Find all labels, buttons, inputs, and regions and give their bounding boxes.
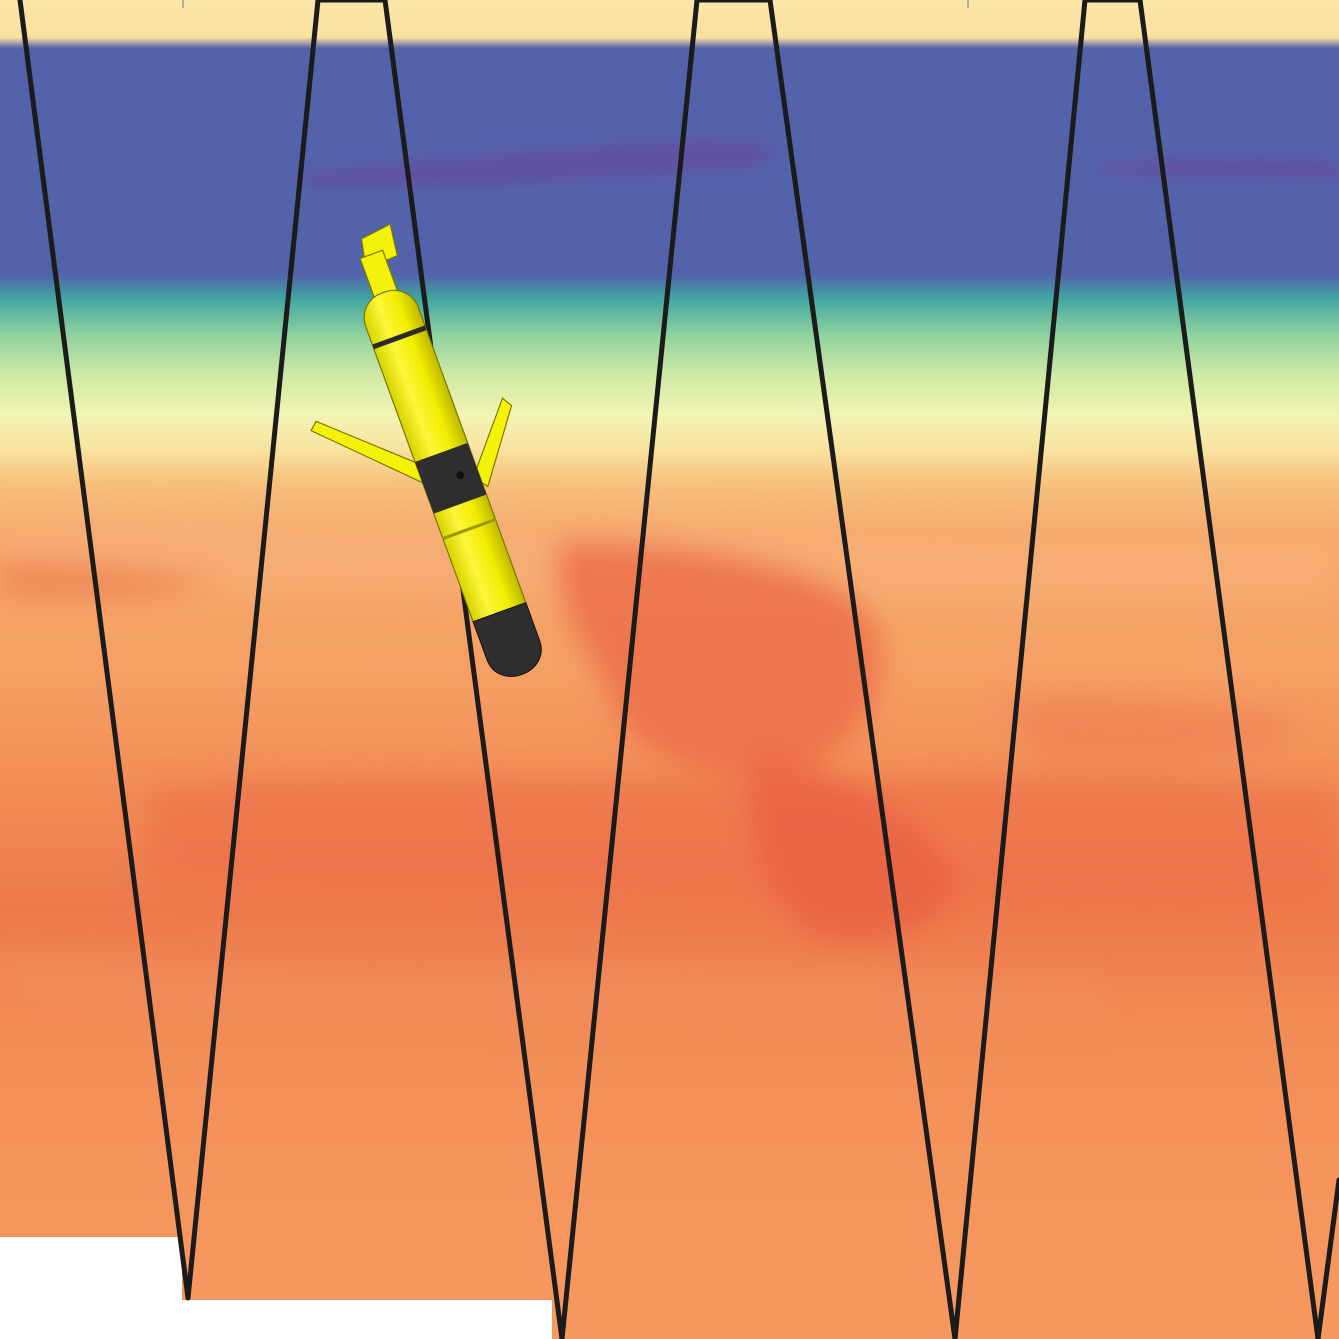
glider-forward-band: [442, 518, 497, 540]
underwater-glider-icon: [310, 223, 542, 677]
glider-right-wing: [472, 397, 513, 488]
glider-sensor-section: [415, 442, 487, 514]
dive-track: [17, 0, 1339, 1339]
glider-rear-band: [372, 325, 427, 350]
unsampled-region: [0, 1237, 552, 1339]
warm-contour-patches: [0, 512, 1339, 1025]
surface-tick-marks: [182, 0, 969, 8]
glider-sensor-port: [456, 471, 465, 480]
glider-nose-cone: [472, 601, 542, 677]
